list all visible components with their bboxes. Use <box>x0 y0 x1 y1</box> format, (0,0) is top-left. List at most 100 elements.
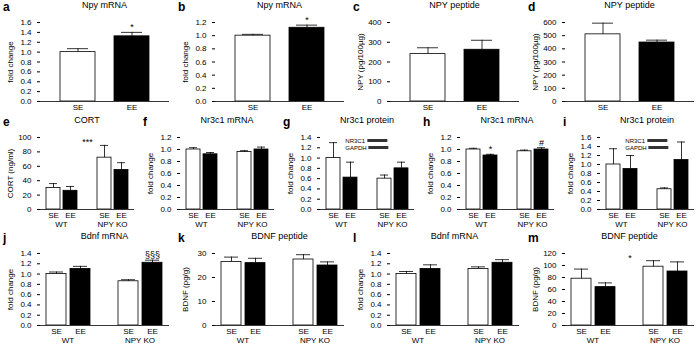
svg-text:SE: SE <box>51 327 62 336</box>
svg-text:0.2: 0.2 <box>160 193 172 202</box>
svg-text:EE: EE <box>672 327 683 336</box>
svg-text:200: 200 <box>368 58 382 67</box>
svg-text:1.4: 1.4 <box>580 142 592 151</box>
svg-text:EE: EE <box>147 327 158 336</box>
svg-text:CORT (ng/ml): CORT (ng/ml) <box>6 148 15 198</box>
svg-text:0.8: 0.8 <box>440 157 452 166</box>
svg-text:40: 40 <box>548 297 557 306</box>
svg-text:0: 0 <box>202 321 207 330</box>
svg-text:60: 60 <box>548 285 557 294</box>
svg-text:1.4: 1.4 <box>370 249 382 258</box>
svg-text:SE: SE <box>73 103 84 112</box>
svg-text:fold change: fold change <box>6 41 15 83</box>
svg-text:0.4: 0.4 <box>300 184 312 193</box>
svg-text:EE: EE <box>425 327 436 336</box>
svg-text:30: 30 <box>198 249 207 258</box>
svg-text:BDNF (pg/g): BDNF (pg/g) <box>181 267 190 312</box>
svg-text:1.0: 1.0 <box>195 31 207 40</box>
svg-text:1.0: 1.0 <box>20 48 32 57</box>
svg-text:EE: EE <box>205 211 216 220</box>
svg-text:200: 200 <box>543 71 557 80</box>
svg-text:fold change: fold change <box>426 152 435 194</box>
svg-text:#: # <box>539 138 544 148</box>
svg-text:0.6: 0.6 <box>20 67 32 76</box>
svg-text:EE: EE <box>345 211 356 220</box>
svg-text:EE: EE <box>65 211 76 220</box>
svg-text:EE: EE <box>250 327 261 336</box>
svg-text:SE: SE <box>519 211 530 220</box>
svg-text:EE: EE <box>485 211 496 220</box>
svg-text:0.6: 0.6 <box>440 169 452 178</box>
svg-text:SE: SE <box>239 211 250 220</box>
svg-text:0.4: 0.4 <box>20 77 32 86</box>
svg-text:1.0: 1.0 <box>20 270 32 279</box>
svg-text:0.4: 0.4 <box>580 187 592 196</box>
svg-text:*: * <box>305 15 309 25</box>
svg-text:EE: EE <box>676 211 687 220</box>
svg-text:NPY (pg/100µg): NPY (pg/100µg) <box>356 33 365 91</box>
svg-text:fold change: fold change <box>566 152 575 194</box>
svg-text:SE: SE <box>99 211 110 220</box>
svg-text:0: 0 <box>377 97 382 106</box>
svg-text:EE: EE <box>477 103 488 112</box>
svg-text:400: 400 <box>543 44 557 53</box>
svg-text:1.0: 1.0 <box>580 160 592 169</box>
svg-text:40: 40 <box>23 176 32 185</box>
svg-text:20: 20 <box>23 191 32 200</box>
svg-text:EE: EE <box>116 211 127 220</box>
svg-text:0.4: 0.4 <box>195 71 207 80</box>
svg-text:SE: SE <box>473 327 484 336</box>
svg-text:0.8: 0.8 <box>370 280 382 289</box>
svg-text:0.6: 0.6 <box>20 290 32 299</box>
svg-text:0.2: 0.2 <box>440 193 452 202</box>
svg-text:1.0: 1.0 <box>440 145 452 154</box>
svg-text:0.2: 0.2 <box>20 87 32 96</box>
svg-text:SE: SE <box>48 211 59 220</box>
svg-text:0.6: 0.6 <box>160 169 172 178</box>
svg-text:1.0: 1.0 <box>370 270 382 279</box>
svg-text:0.4: 0.4 <box>160 181 172 190</box>
svg-text:1.0: 1.0 <box>160 145 172 154</box>
svg-text:*: * <box>628 253 632 263</box>
svg-text:SE: SE <box>328 211 339 220</box>
svg-text:*: * <box>130 22 134 32</box>
svg-text:EE: EE <box>497 327 508 336</box>
svg-text:80: 80 <box>23 147 32 156</box>
svg-text:0.0: 0.0 <box>440 205 452 214</box>
svg-text:100: 100 <box>368 77 382 86</box>
svg-text:0.0: 0.0 <box>195 97 207 106</box>
svg-text:1.6: 1.6 <box>20 18 32 27</box>
svg-text:SE: SE <box>401 327 412 336</box>
svg-text:SE: SE <box>576 327 587 336</box>
svg-text:SE: SE <box>379 211 390 220</box>
svg-text:0.8: 0.8 <box>300 164 312 173</box>
svg-text:SE: SE <box>123 327 134 336</box>
svg-text:0.4: 0.4 <box>20 300 32 309</box>
svg-text:0.4: 0.4 <box>440 181 452 190</box>
svg-text:0.8: 0.8 <box>580 169 592 178</box>
svg-text:100: 100 <box>18 133 32 142</box>
svg-text:EE: EE <box>536 211 547 220</box>
svg-text:0.8: 0.8 <box>20 280 32 289</box>
svg-text:300: 300 <box>543 58 557 67</box>
svg-text:SE: SE <box>659 211 670 220</box>
svg-text:SE: SE <box>468 211 479 220</box>
svg-text:0.2: 0.2 <box>580 196 592 205</box>
svg-text:0: 0 <box>552 97 557 106</box>
svg-text:0.2: 0.2 <box>195 84 207 93</box>
svg-text:600: 600 <box>543 18 557 27</box>
svg-text:0.0: 0.0 <box>20 321 32 330</box>
svg-text:1.2: 1.2 <box>195 18 207 27</box>
svg-text:SE: SE <box>226 327 237 336</box>
svg-text:EE: EE <box>302 103 313 112</box>
svg-text:1.4: 1.4 <box>20 28 32 37</box>
svg-text:0.8: 0.8 <box>20 58 32 67</box>
svg-text:SE: SE <box>648 327 659 336</box>
svg-text:***: *** <box>82 137 93 147</box>
svg-text:0.0: 0.0 <box>160 205 172 214</box>
svg-text:fold change: fold change <box>181 41 190 83</box>
svg-text:*: * <box>489 144 493 154</box>
svg-text:0.2: 0.2 <box>370 311 382 320</box>
svg-text:1.0: 1.0 <box>300 154 312 163</box>
svg-text:0.6: 0.6 <box>195 58 207 67</box>
